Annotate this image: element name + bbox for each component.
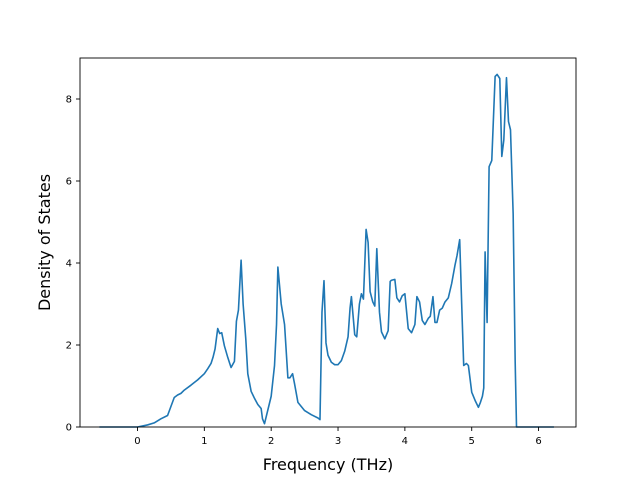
y-tick-label: 8 <box>66 95 72 106</box>
x-axis-label: Frequency (THz) <box>263 455 393 474</box>
y-axis-label: Density of States <box>35 174 54 311</box>
plot-area <box>79 57 577 428</box>
x-tick-label: 0 <box>134 436 140 447</box>
x-tick-label: 1 <box>201 436 207 447</box>
x-tick-label: 6 <box>535 436 541 447</box>
x-tick-label: 5 <box>469 436 475 447</box>
dos-series-line <box>99 73 554 428</box>
axes-frame <box>79 57 577 428</box>
y-tick-label: 0 <box>66 423 72 434</box>
y-tick-label: 2 <box>66 341 72 352</box>
x-tick-label: 2 <box>268 436 274 447</box>
axis-ticks: 0 1 2 3 4 5 6 0 2 4 6 8 <box>66 95 542 448</box>
x-tick-label: 3 <box>335 436 341 447</box>
x-tick-label: 4 <box>402 436 408 447</box>
y-tick-label: 6 <box>66 177 72 188</box>
y-tick-label: 4 <box>66 259 72 270</box>
